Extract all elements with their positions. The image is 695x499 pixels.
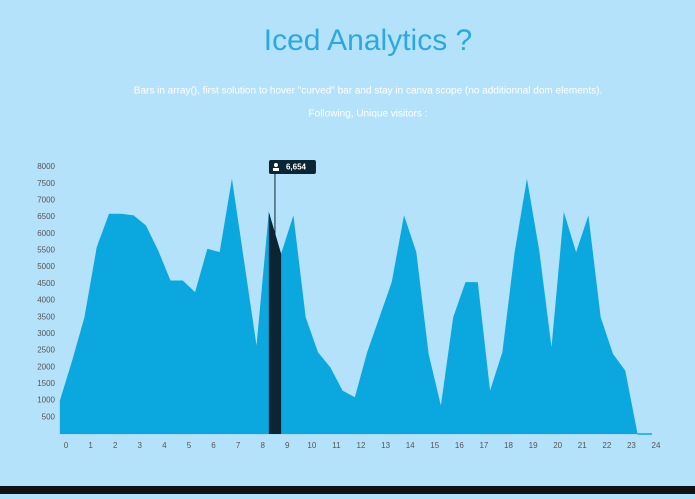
- y-tick-label: 6500: [37, 212, 55, 221]
- x-tick-label: 3: [138, 441, 143, 450]
- x-tick-label: 9: [285, 441, 290, 450]
- x-tick-label: 12: [357, 441, 366, 450]
- y-tick-label: 7000: [37, 195, 55, 204]
- x-tick-label: 2: [113, 441, 118, 450]
- x-tick-label: 21: [578, 441, 587, 450]
- x-tick-label: 16: [455, 441, 464, 450]
- x-tick-label: 5: [187, 441, 192, 450]
- x-tick-label: 7: [236, 441, 241, 450]
- y-tick-label: 4500: [37, 279, 55, 288]
- subtitle: Bars in array(), first solution to hover…: [134, 86, 602, 97]
- tooltip-icon: [273, 163, 278, 167]
- x-tick-label: 19: [529, 441, 538, 450]
- y-tick-label: 5500: [37, 246, 55, 255]
- x-tick-label: 23: [627, 441, 636, 450]
- tooltip-icon: [272, 168, 279, 171]
- subtitle: Following, Unique visitors :: [309, 109, 428, 120]
- tooltip-box: [268, 160, 316, 174]
- x-tick-label: 1: [88, 441, 93, 450]
- x-tick-label: 8: [260, 441, 265, 450]
- x-tick-label: 20: [553, 441, 562, 450]
- x-tick-label: 24: [652, 441, 661, 450]
- x-tick-label: 18: [504, 441, 513, 450]
- x-tick-label: 13: [381, 441, 390, 450]
- y-tick-label: 1500: [37, 379, 55, 388]
- x-tick-label: 10: [307, 441, 316, 450]
- tooltip-label: 6,654: [286, 163, 307, 172]
- x-tick-label: 14: [406, 441, 415, 450]
- x-tick-label: 6: [211, 441, 216, 450]
- x-tick-label: 4: [162, 441, 167, 450]
- x-tick-label: 11: [332, 441, 341, 450]
- y-tick-label: 3000: [37, 329, 55, 338]
- y-tick-label: 500: [42, 412, 56, 421]
- x-tick-label: 15: [430, 441, 439, 450]
- y-tick-label: 1000: [37, 396, 55, 405]
- y-tick-label: 2500: [37, 346, 55, 355]
- y-tick-label: 6000: [37, 229, 55, 238]
- x-tick-label: 22: [602, 441, 611, 450]
- y-tick-label: 3500: [37, 312, 55, 321]
- area: [59, 178, 638, 434]
- y-tick-label: 8000: [37, 162, 55, 171]
- y-tick-label: 5000: [37, 262, 55, 271]
- y-tick-label: 7500: [37, 179, 55, 188]
- x-tick-label: 0: [64, 441, 69, 450]
- y-tick-label: 4000: [37, 296, 55, 305]
- chart-title: Iced Analytics ?: [264, 24, 472, 57]
- y-tick-label: 2000: [37, 362, 55, 371]
- x-tick-label: 17: [479, 441, 488, 450]
- bottom-bar: [0, 486, 695, 494]
